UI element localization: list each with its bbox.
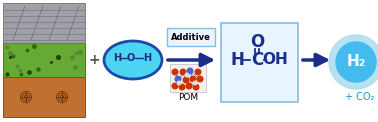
Text: POM: POM — [178, 92, 198, 102]
Text: H: H — [143, 53, 151, 63]
Circle shape — [193, 84, 199, 90]
Circle shape — [186, 83, 192, 89]
FancyBboxPatch shape — [3, 77, 85, 117]
Text: H: H — [230, 51, 244, 69]
Circle shape — [329, 35, 378, 89]
Circle shape — [193, 81, 197, 85]
Circle shape — [183, 77, 189, 83]
Text: Additive: Additive — [171, 32, 211, 41]
Circle shape — [187, 68, 193, 74]
FancyBboxPatch shape — [167, 28, 215, 46]
Circle shape — [195, 69, 201, 75]
FancyBboxPatch shape — [3, 3, 85, 43]
Text: + CO₂: + CO₂ — [345, 92, 375, 102]
Circle shape — [172, 69, 178, 75]
Text: OH: OH — [262, 52, 288, 67]
Ellipse shape — [104, 41, 162, 79]
Text: O: O — [127, 53, 135, 63]
Text: H: H — [113, 53, 121, 63]
Text: H₂: H₂ — [346, 54, 366, 68]
FancyBboxPatch shape — [220, 22, 297, 102]
FancyBboxPatch shape — [170, 64, 206, 92]
Circle shape — [185, 73, 189, 77]
FancyBboxPatch shape — [3, 43, 85, 77]
Circle shape — [180, 69, 186, 75]
Circle shape — [179, 84, 185, 90]
Text: +: + — [88, 53, 100, 67]
Circle shape — [175, 76, 181, 82]
Text: O: O — [250, 33, 264, 51]
Text: C: C — [251, 51, 263, 69]
Circle shape — [190, 76, 196, 82]
Circle shape — [172, 83, 178, 89]
Circle shape — [336, 42, 376, 82]
Circle shape — [197, 76, 203, 82]
Circle shape — [177, 81, 181, 85]
